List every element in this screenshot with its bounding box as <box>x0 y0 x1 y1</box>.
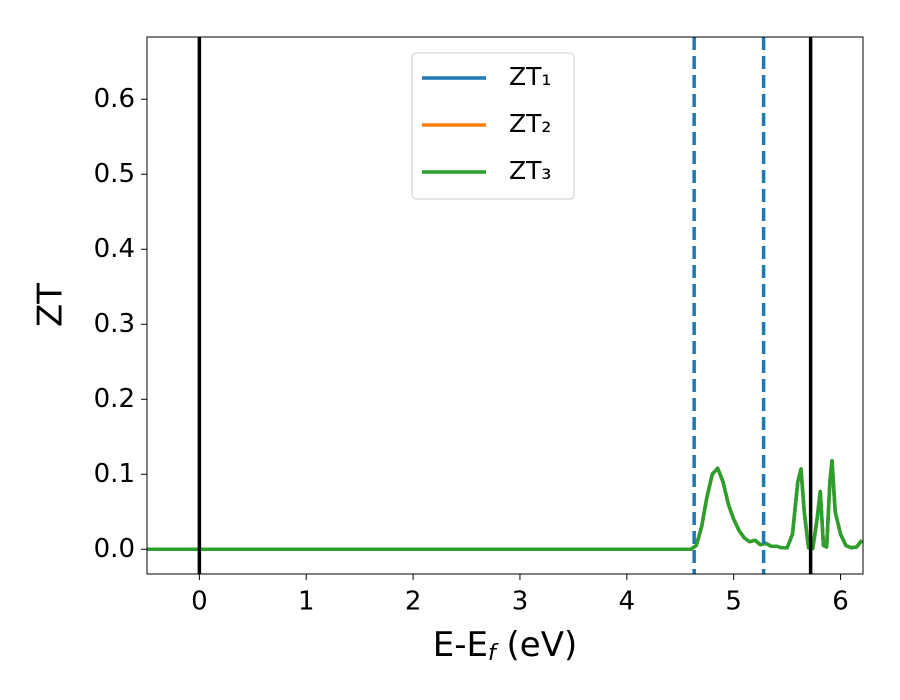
x-tick-label: 6 <box>832 587 849 617</box>
x-tick-label: 1 <box>298 587 315 617</box>
y-tick-label: 0.3 <box>94 309 135 339</box>
x-label-unit: (eV) <box>496 625 578 665</box>
x-label-sub: f <box>488 641 499 666</box>
y-tick-label: 0.4 <box>94 234 135 264</box>
x-label-main: E-E <box>433 625 488 665</box>
x-tick-label: 0 <box>191 587 208 617</box>
y-tick-label: 0.0 <box>94 534 135 564</box>
plot-area <box>147 37 863 574</box>
y-tick-label: 0.5 <box>94 159 135 189</box>
series-line <box>147 459 863 551</box>
legend-box <box>411 52 575 200</box>
y-tick-label: 0.6 <box>94 84 135 114</box>
legend-label: ZT₃ <box>509 156 551 185</box>
plot-frame <box>146 36 864 575</box>
series-line <box>147 459 863 551</box>
y-tick-label: 0.1 <box>94 459 135 489</box>
legend-label: ZT₂ <box>509 109 551 138</box>
x-tick-label: 4 <box>619 587 636 617</box>
y-tick-label: 0.2 <box>94 384 135 414</box>
y-axis-label: ZT <box>31 283 71 327</box>
x-tick-label: 3 <box>512 587 529 617</box>
x-axis-label: E-Ef (eV) <box>433 625 578 667</box>
x-tick-label: 5 <box>725 587 742 617</box>
legend-label: ZT₁ <box>509 62 551 91</box>
x-tick-label: 2 <box>405 587 422 617</box>
series-line <box>147 459 863 551</box>
